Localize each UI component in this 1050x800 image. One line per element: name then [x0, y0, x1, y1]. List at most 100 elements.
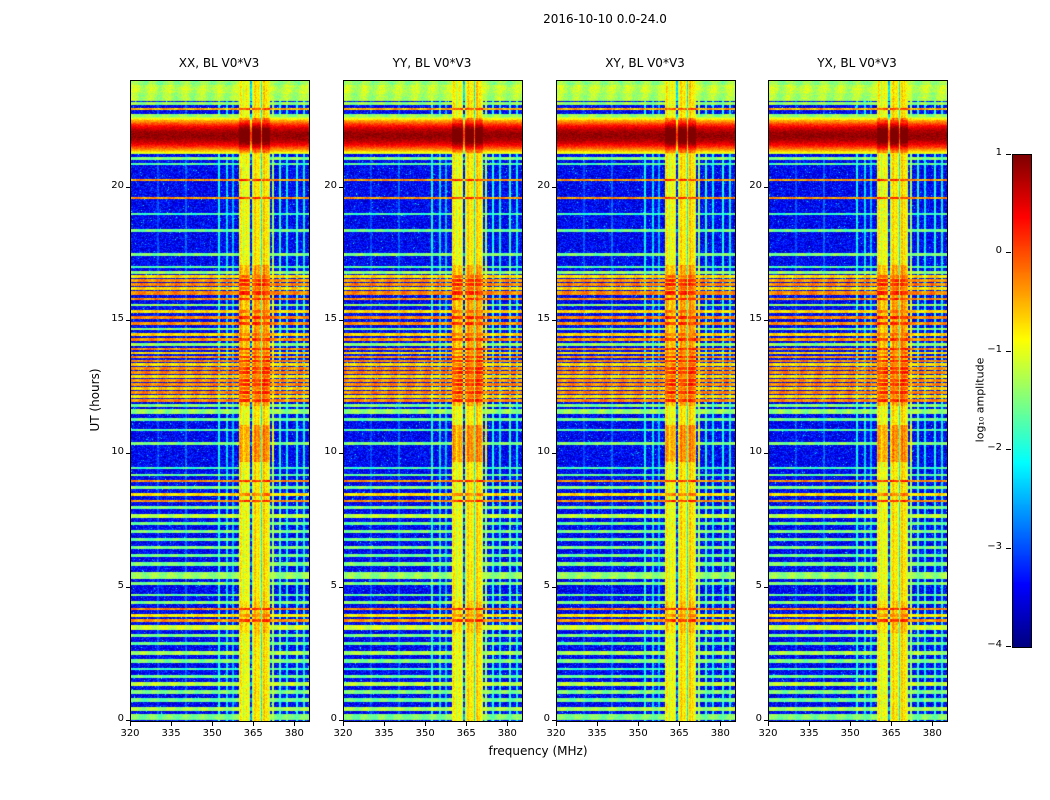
x-tick-label: 380	[710, 728, 730, 739]
y-tick-mark	[339, 720, 343, 721]
heatmap-panel-yx: YX, BL V0*V3 320 335 350 365 380 0 5 10 15 20	[749, 56, 948, 739]
y-tick-mark	[764, 586, 768, 588]
x-tick-label: 365	[243, 728, 263, 739]
y-tick-label: 20	[537, 179, 550, 191]
y-tick-mark	[126, 320, 130, 321]
panel-title-yy: YY, BL V0*V3	[392, 56, 472, 70]
y-tick-mark	[339, 453, 343, 455]
y-tick-mark	[552, 320, 556, 321]
x-tick-label: 380	[284, 728, 304, 739]
x-tick-label: 350	[415, 728, 435, 739]
colorbar-tick-label: 1	[995, 147, 1002, 158]
y-tick-mark	[764, 186, 768, 188]
y-tick-label: 10	[111, 446, 124, 458]
x-tick-label: 335	[161, 728, 181, 739]
colorbar-tick-mark	[1006, 154, 1011, 155]
x-tick-mark	[507, 722, 509, 726]
y-tick-mark	[126, 186, 130, 188]
colorbar: 1 0 −1 −2 −3 −4	[987, 147, 1032, 650]
heatmap-panel-xy: XY, BL V0*V3 320 335 350 365 380 0 5 10 15 20	[537, 56, 736, 739]
x-tick-label: 320	[333, 728, 353, 739]
y-tick-mark	[552, 720, 556, 721]
x-tick-mark	[556, 722, 557, 726]
colorbar-tick-mark	[1006, 350, 1011, 352]
x-tick-mark	[294, 722, 296, 726]
y-tick-label: 0	[755, 713, 762, 724]
x-tick-label: 335	[374, 728, 394, 739]
x-tick-mark	[597, 722, 599, 726]
x-tick-mark	[638, 722, 640, 726]
heatmap-panel-xx: XX, BL V0*V3 320 335 350 365 380 0 5 10 15 20	[111, 56, 310, 739]
x-tick-mark	[720, 722, 722, 726]
y-tick-label: 15	[537, 313, 550, 324]
y-tick-label: 10	[537, 446, 550, 458]
x-axis-label: frequency (MHz)	[488, 744, 588, 758]
y-tick-label: 15	[324, 313, 337, 324]
y-tick-label: 5	[543, 579, 550, 591]
y-tick-label: 5	[755, 579, 762, 591]
y-tick-mark	[339, 586, 343, 588]
y-tick-mark	[126, 720, 130, 721]
y-tick-label: 0	[543, 713, 550, 724]
spectrogram-canvas-yx	[768, 80, 948, 722]
x-tick-mark	[891, 722, 893, 726]
x-tick-mark	[343, 722, 344, 726]
spectrogram-canvas-yy	[343, 80, 523, 722]
figure-title: 2016-10-10 0.0-24.0	[543, 12, 667, 26]
x-tick-mark	[466, 722, 468, 726]
x-tick-label: 365	[669, 728, 689, 739]
y-tick-label: 5	[117, 579, 124, 591]
x-tick-label: 320	[546, 728, 566, 739]
colorbar-tick-mark	[1006, 646, 1011, 647]
y-tick-label: 20	[111, 179, 124, 191]
y-tick-label: 20	[324, 179, 337, 191]
y-tick-mark	[126, 453, 130, 455]
y-tick-label: 0	[330, 713, 337, 724]
colorbar-tick-label: −2	[987, 442, 1002, 454]
x-tick-label: 350	[628, 728, 648, 739]
y-tick-mark	[126, 586, 130, 588]
x-tick-label: 365	[881, 728, 901, 739]
spectrogram-canvas-xy	[556, 80, 736, 722]
heatmap-panel-yy: YY, BL V0*V3 320 335 350 365 380 0 5 10 15 20	[324, 56, 523, 739]
x-tick-mark	[212, 722, 214, 726]
panel-title-xy: XY, BL V0*V3	[605, 56, 685, 70]
x-tick-mark	[809, 722, 811, 726]
panel-title-xx: XX, BL V0*V3	[178, 56, 260, 70]
y-tick-label: 10	[749, 446, 762, 458]
y-tick-mark	[552, 186, 556, 188]
x-tick-label: 380	[497, 728, 517, 739]
y-tick-label: 15	[111, 313, 124, 324]
x-tick-label: 335	[587, 728, 607, 739]
colorbar-tick-label: 0	[995, 245, 1002, 257]
x-tick-mark	[425, 722, 427, 726]
y-tick-label: 15	[749, 313, 762, 324]
y-tick-mark	[764, 720, 768, 721]
y-tick-mark	[552, 586, 556, 588]
x-tick-mark	[384, 722, 386, 726]
y-tick-label: 5	[330, 579, 337, 591]
y-tick-label: 10	[324, 446, 337, 458]
y-tick-mark	[339, 186, 343, 188]
x-tick-label: 320	[758, 728, 778, 739]
panel-title-yx: YX, BL V0*V3	[817, 56, 897, 70]
x-tick-mark	[253, 722, 255, 726]
x-tick-mark	[932, 722, 934, 726]
y-tick-mark	[552, 453, 556, 455]
x-tick-label: 365	[456, 728, 476, 739]
colorbar-tick-mark	[1006, 252, 1011, 254]
y-tick-mark	[764, 453, 768, 455]
x-tick-mark	[768, 722, 769, 726]
x-tick-label: 350	[840, 728, 860, 739]
colorbar-tick-label: −3	[987, 540, 1002, 552]
colorbar-label: log₁₀ amplitude	[973, 357, 987, 443]
y-tick-mark	[339, 320, 343, 321]
x-tick-mark	[130, 722, 131, 726]
x-tick-label: 335	[799, 728, 819, 739]
x-tick-mark	[679, 722, 681, 726]
colorbar-tick-mark	[1006, 547, 1011, 549]
x-tick-mark	[171, 722, 173, 726]
colorbar-tick-mark	[1006, 449, 1011, 451]
x-tick-mark	[850, 722, 852, 726]
colorbar-gradient	[1012, 154, 1032, 648]
